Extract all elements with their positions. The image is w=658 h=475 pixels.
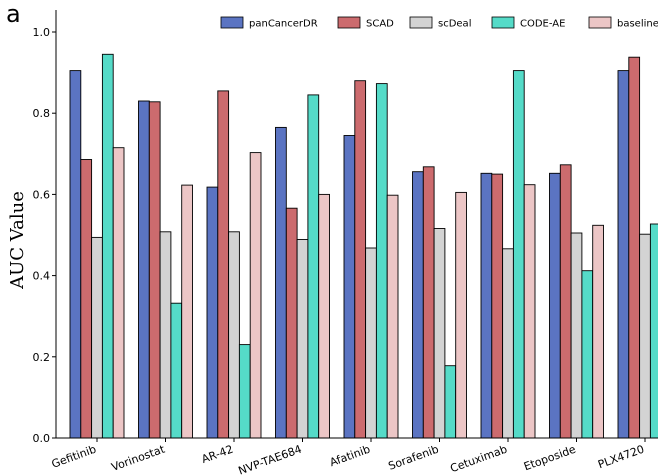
axes-group	[55, 10, 658, 439]
y-tick-label: 0.2	[33, 351, 51, 364]
bar-baseline-AR-42	[249, 152, 262, 439]
legend-label-SCAD: SCAD	[366, 19, 394, 30]
legend-swatch-scDeal	[409, 16, 433, 29]
bar-CODE-AE-Afatinib	[375, 83, 388, 439]
bar-SCAD-Vorinostat	[148, 101, 161, 439]
legend-label-baseline: baseline	[617, 19, 658, 30]
x-tick-label: Sorafenib	[387, 443, 441, 473]
x-tick-label: Etoposide	[522, 443, 578, 474]
bar-panCancerDR-PLX4720	[617, 70, 630, 439]
bar-SCAD-Cetuximab	[491, 173, 504, 439]
bar-scDeal-Afatinib	[365, 247, 377, 439]
bar-baseline-Cetuximab	[523, 184, 536, 439]
bar-SCAD-AR-42	[217, 90, 230, 439]
legend-label-scDeal: scDeal	[438, 19, 471, 30]
bar-panCancerDR-Gefitinib	[69, 70, 82, 439]
bar-CODE-AE-PLX4720	[649, 223, 658, 439]
x-tick-label: Gefitinib	[50, 443, 98, 471]
bar-panCancerDR-Vorinostat	[138, 100, 150, 439]
bar-CODE-AE-Vorinostat	[170, 302, 183, 439]
bar-CODE-AE-AR-42	[238, 344, 251, 439]
legend-swatch-SCAD	[337, 16, 361, 29]
legend-swatch-CODE-AE	[491, 16, 515, 29]
bar-baseline-NVP-TAE684	[318, 193, 330, 439]
legend-swatch-baseline	[588, 16, 612, 29]
bar-SCAD-Etoposide	[559, 164, 572, 439]
bar-scDeal-AR-42	[228, 231, 240, 439]
bar-baseline-Afatinib	[386, 194, 399, 439]
bar-scDeal-NVP-TAE684	[296, 239, 309, 439]
legend-label-CODE-AE: CODE-AE	[520, 19, 565, 30]
y-axis-label: AUC Value	[7, 191, 28, 290]
bar-panCancerDR-Afatinib	[343, 135, 356, 439]
bar-SCAD-NVP-TAE684	[285, 207, 298, 439]
legend-label-panCancerDR: panCancerDR	[249, 19, 318, 30]
x-tick-label: PLX4720	[596, 443, 646, 472]
bar-panCancerDR-Sorafenib	[412, 171, 424, 439]
bars-group	[69, 53, 658, 439]
x-tick-label: NVP-TAE684	[237, 443, 304, 475]
x-tick-label: Vorinostat	[110, 442, 168, 474]
bar-CODE-AE-Etoposide	[581, 270, 594, 439]
bar-baseline-Gefitinib	[112, 147, 125, 439]
y-tick-label: 0.4	[33, 270, 51, 283]
legend-swatch-panCancerDR	[220, 16, 244, 29]
bar-baseline-Sorafenib	[455, 191, 467, 439]
y-tick-label: 1.0	[33, 26, 51, 39]
bar-baseline-Vorinostat	[181, 184, 193, 439]
y-tick-label: 0.6	[33, 188, 51, 201]
bar-SCAD-Sorafenib	[422, 166, 435, 439]
bar-scDeal-Sorafenib	[433, 228, 446, 439]
y-tick-label: 0.8	[33, 107, 51, 120]
bar-CODE-AE-Cetuximab	[512, 70, 525, 439]
y-ticks-group: 0.0 0.2 0.4 0.6 0.8 1.0	[33, 26, 56, 445]
bar-SCAD-Afatinib	[354, 80, 367, 439]
bar-panCancerDR-Cetuximab	[480, 172, 493, 439]
bar-scDeal-Cetuximab	[502, 248, 514, 439]
bar-panCancerDR-Etoposide	[549, 172, 561, 439]
x-ticks-group: Gefitinib Vorinostat AR-42 NVP-TAE684 Afatin…	[50, 438, 646, 475]
bar-scDeal-PLX4720	[639, 233, 651, 439]
bar-SCAD-PLX4720	[628, 56, 641, 439]
legend: panCancerDR SCAD scDeal CODE-AE baseline	[220, 16, 658, 30]
bar-panCancerDR-NVP-TAE684	[275, 126, 287, 439]
bar-CODE-AE-Gefitinib	[101, 53, 114, 439]
x-tick-label: AR-42	[200, 443, 235, 466]
x-tick-label: Afatinib	[328, 443, 372, 470]
bar-CODE-AE-NVP-TAE684	[307, 94, 320, 439]
bar-CODE-AE-Sorafenib	[444, 365, 457, 439]
bar-baseline-Etoposide	[592, 224, 604, 439]
y-tick-label: 0.0	[33, 432, 51, 445]
x-tick-label: Cetuximab	[448, 443, 509, 475]
bar-scDeal-Gefitinib	[91, 236, 103, 439]
bar-scDeal-Vorinostat	[159, 231, 172, 439]
panel-label: a	[6, 0, 21, 28]
bar-SCAD-Gefitinib	[80, 159, 93, 439]
bar-scDeal-Etoposide	[570, 232, 583, 439]
bar-panCancerDR-AR-42	[206, 186, 219, 439]
